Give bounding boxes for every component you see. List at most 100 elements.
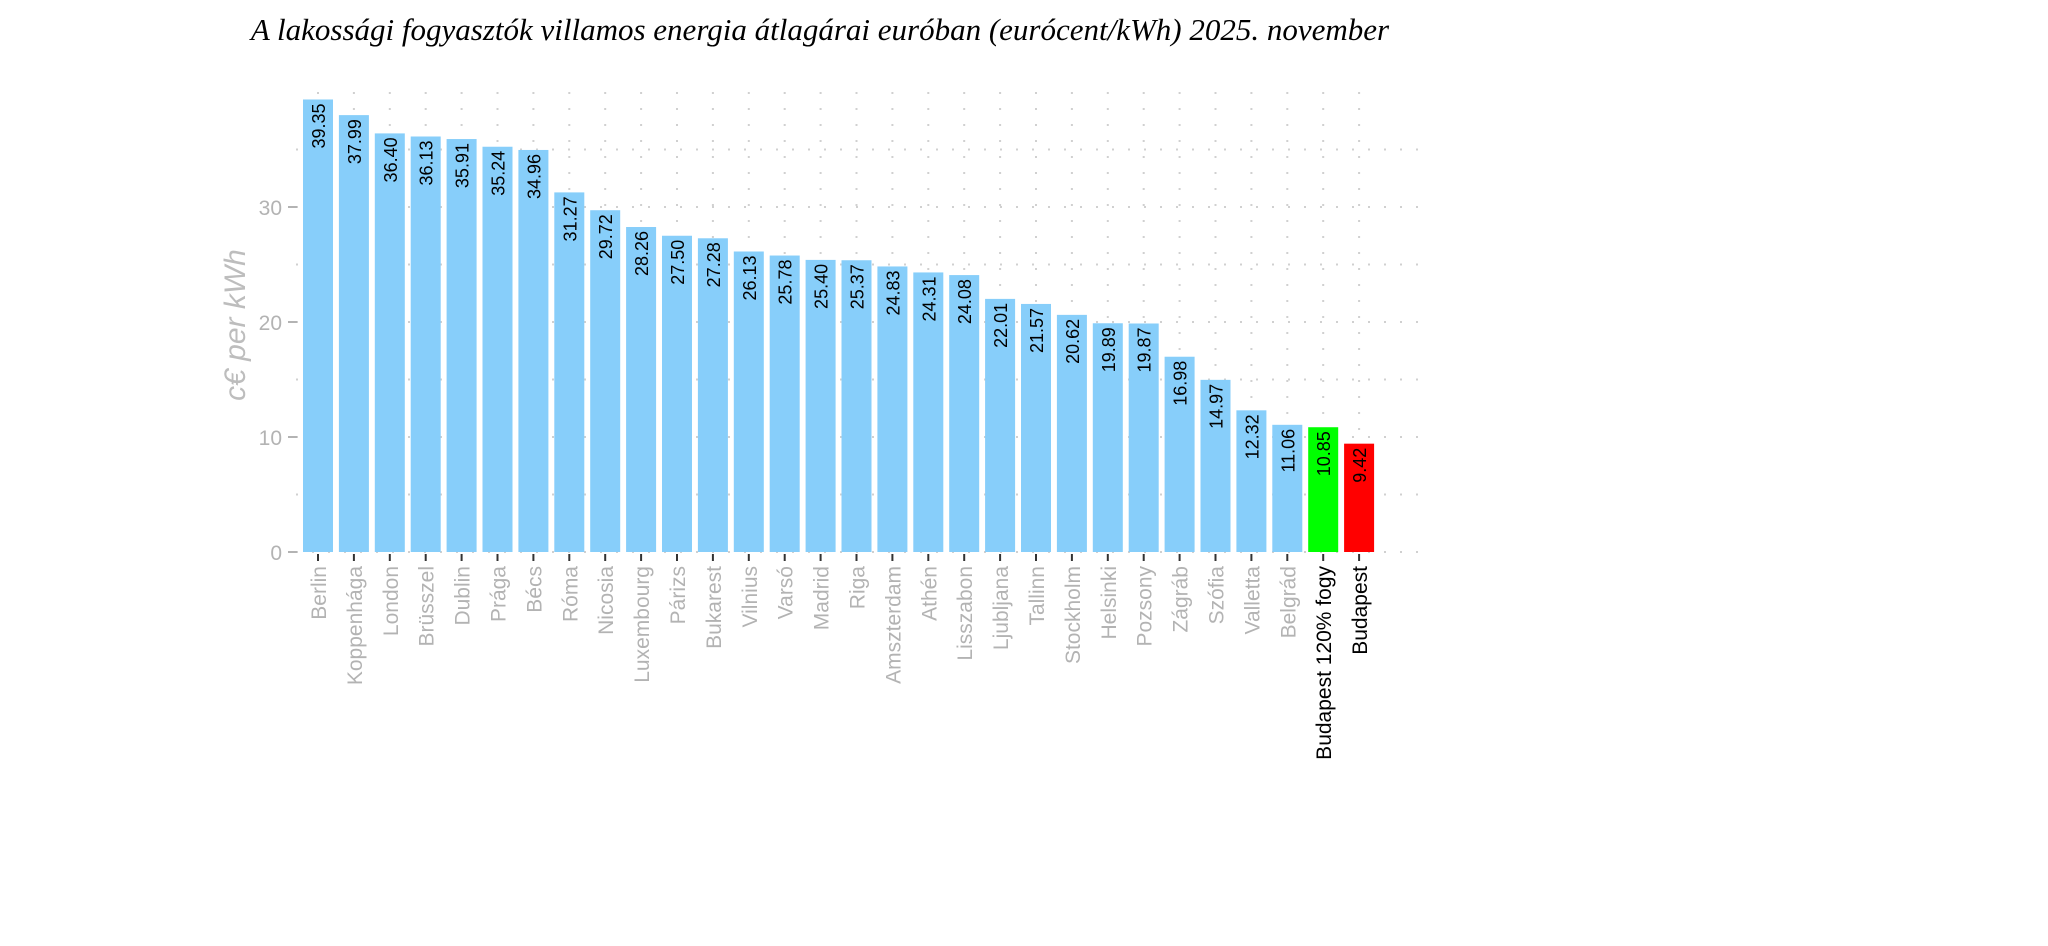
x-tick-label: Berlin bbox=[308, 566, 331, 620]
data-label: 22.01 bbox=[991, 303, 1011, 348]
data-label: 24.08 bbox=[955, 279, 975, 324]
x-tick-label: Helsinki bbox=[1098, 566, 1121, 640]
bar bbox=[985, 298, 1016, 552]
bar bbox=[805, 259, 836, 552]
x-tick-label: London bbox=[380, 566, 403, 636]
data-label: 35.24 bbox=[489, 151, 509, 196]
x-tick-label: Valletta bbox=[1241, 566, 1264, 635]
bar bbox=[1200, 379, 1231, 552]
x-tick-label: Dublin bbox=[452, 566, 475, 626]
data-label: 24.31 bbox=[919, 276, 939, 321]
bar bbox=[697, 238, 728, 552]
x-tick-label: Párizs bbox=[667, 566, 690, 624]
data-label: 9.42 bbox=[1350, 448, 1370, 483]
data-label: 27.28 bbox=[704, 242, 724, 287]
data-label: 12.32 bbox=[1242, 414, 1262, 459]
x-tick-label: Varsó bbox=[775, 566, 798, 619]
data-label: 25.37 bbox=[848, 264, 868, 309]
bar bbox=[1092, 323, 1123, 552]
bar bbox=[1236, 410, 1267, 552]
bar bbox=[446, 139, 477, 552]
bar bbox=[554, 192, 585, 552]
x-tick-label: Ljubljana bbox=[990, 566, 1013, 650]
bar bbox=[1056, 314, 1087, 552]
data-label: 25.40 bbox=[812, 264, 832, 309]
data-label: 29.72 bbox=[596, 214, 616, 259]
bar bbox=[303, 99, 333, 552]
data-label: 34.96 bbox=[524, 154, 544, 199]
bar bbox=[338, 115, 369, 553]
bar bbox=[769, 255, 800, 552]
x-tick-label: Szófia bbox=[1206, 566, 1229, 625]
bar bbox=[374, 133, 405, 552]
bar bbox=[913, 272, 944, 552]
bar bbox=[733, 251, 764, 552]
x-tick-label: Bécs bbox=[523, 566, 546, 613]
data-label: 10.85 bbox=[1314, 431, 1334, 476]
x-tick-label: Prága bbox=[488, 566, 511, 622]
data-label: 36.13 bbox=[417, 141, 437, 186]
x-tick-label: Zágráb bbox=[1170, 566, 1193, 633]
data-label: 25.78 bbox=[776, 260, 796, 305]
bar bbox=[877, 266, 908, 552]
x-tick-label: Pozsony bbox=[1134, 566, 1157, 647]
y-tick-label: 30 bbox=[259, 197, 282, 220]
x-tick-label: Amszterdam bbox=[882, 566, 905, 684]
data-label: 24.83 bbox=[883, 270, 903, 315]
x-tick-label: Bukarest bbox=[703, 566, 726, 649]
bar bbox=[1344, 443, 1375, 552]
data-label: 31.27 bbox=[560, 196, 580, 241]
data-label: 19.89 bbox=[1099, 327, 1119, 372]
x-tick-label: Brüsszel bbox=[416, 566, 439, 647]
x-tick-label: Koppenhága bbox=[344, 566, 367, 685]
bar bbox=[1272, 424, 1303, 552]
x-tick-label: Tallinn bbox=[1026, 566, 1049, 626]
y-tick-label: 0 bbox=[270, 542, 282, 565]
y-tick-label: 10 bbox=[259, 427, 282, 450]
bar bbox=[1128, 323, 1159, 552]
bar bbox=[1164, 356, 1195, 552]
bar bbox=[626, 227, 657, 552]
bar bbox=[1308, 427, 1339, 552]
bar bbox=[410, 136, 441, 552]
data-label: 11.06 bbox=[1278, 429, 1298, 473]
bar bbox=[662, 235, 692, 552]
x-tick-label: Madrid bbox=[811, 566, 834, 630]
data-label: 35.91 bbox=[453, 143, 473, 188]
x-tick-label: Vilnius bbox=[739, 566, 762, 627]
x-tick-label: Riga bbox=[847, 566, 870, 610]
data-label: 36.40 bbox=[381, 137, 401, 182]
x-tick-label: Luxembourg bbox=[631, 566, 654, 683]
y-axis-title: c€ per kWh bbox=[219, 249, 252, 401]
data-label: 27.50 bbox=[668, 240, 688, 285]
bars: 39.35 37.99 36.40 36.13 35.91 35.24 34.96 31.27… bbox=[303, 99, 1375, 553]
data-label: 26.13 bbox=[740, 256, 760, 301]
x-axis: Berlin Koppenhága London Brüsszel Dublin Prág… bbox=[308, 554, 1372, 760]
x-tick-label: Róma bbox=[559, 566, 582, 622]
bar bbox=[482, 146, 513, 553]
y-tick-label: 20 bbox=[259, 312, 282, 335]
x-tick-label: Stockholm bbox=[1062, 566, 1085, 664]
bar bbox=[590, 210, 621, 552]
data-label: 16.98 bbox=[1171, 361, 1191, 406]
x-tick-label: Budapest bbox=[1349, 566, 1372, 655]
chart-title: A lakossági fogyasztók villamos energia … bbox=[250, 12, 1390, 47]
x-tick-label: Athén bbox=[918, 566, 941, 621]
bar bbox=[1021, 303, 1051, 552]
x-tick-label: Budapest 120% fogy bbox=[1313, 566, 1336, 760]
y-axis: 0 10 20 30 bbox=[259, 197, 297, 565]
data-label: 20.62 bbox=[1063, 319, 1083, 364]
data-label: 19.87 bbox=[1135, 327, 1155, 372]
data-label: 21.57 bbox=[1027, 308, 1047, 353]
data-label: 14.97 bbox=[1207, 384, 1227, 429]
bar bbox=[841, 260, 872, 552]
data-label: 37.99 bbox=[345, 119, 365, 164]
bar bbox=[949, 275, 980, 552]
x-tick-label: Belgrád bbox=[1277, 566, 1300, 638]
data-label: 39.35 bbox=[309, 103, 329, 148]
x-tick-label: Lisszabon bbox=[954, 566, 977, 661]
x-tick-label: Nicosia bbox=[595, 566, 618, 635]
data-label: 28.26 bbox=[632, 231, 652, 276]
bar bbox=[518, 149, 549, 552]
